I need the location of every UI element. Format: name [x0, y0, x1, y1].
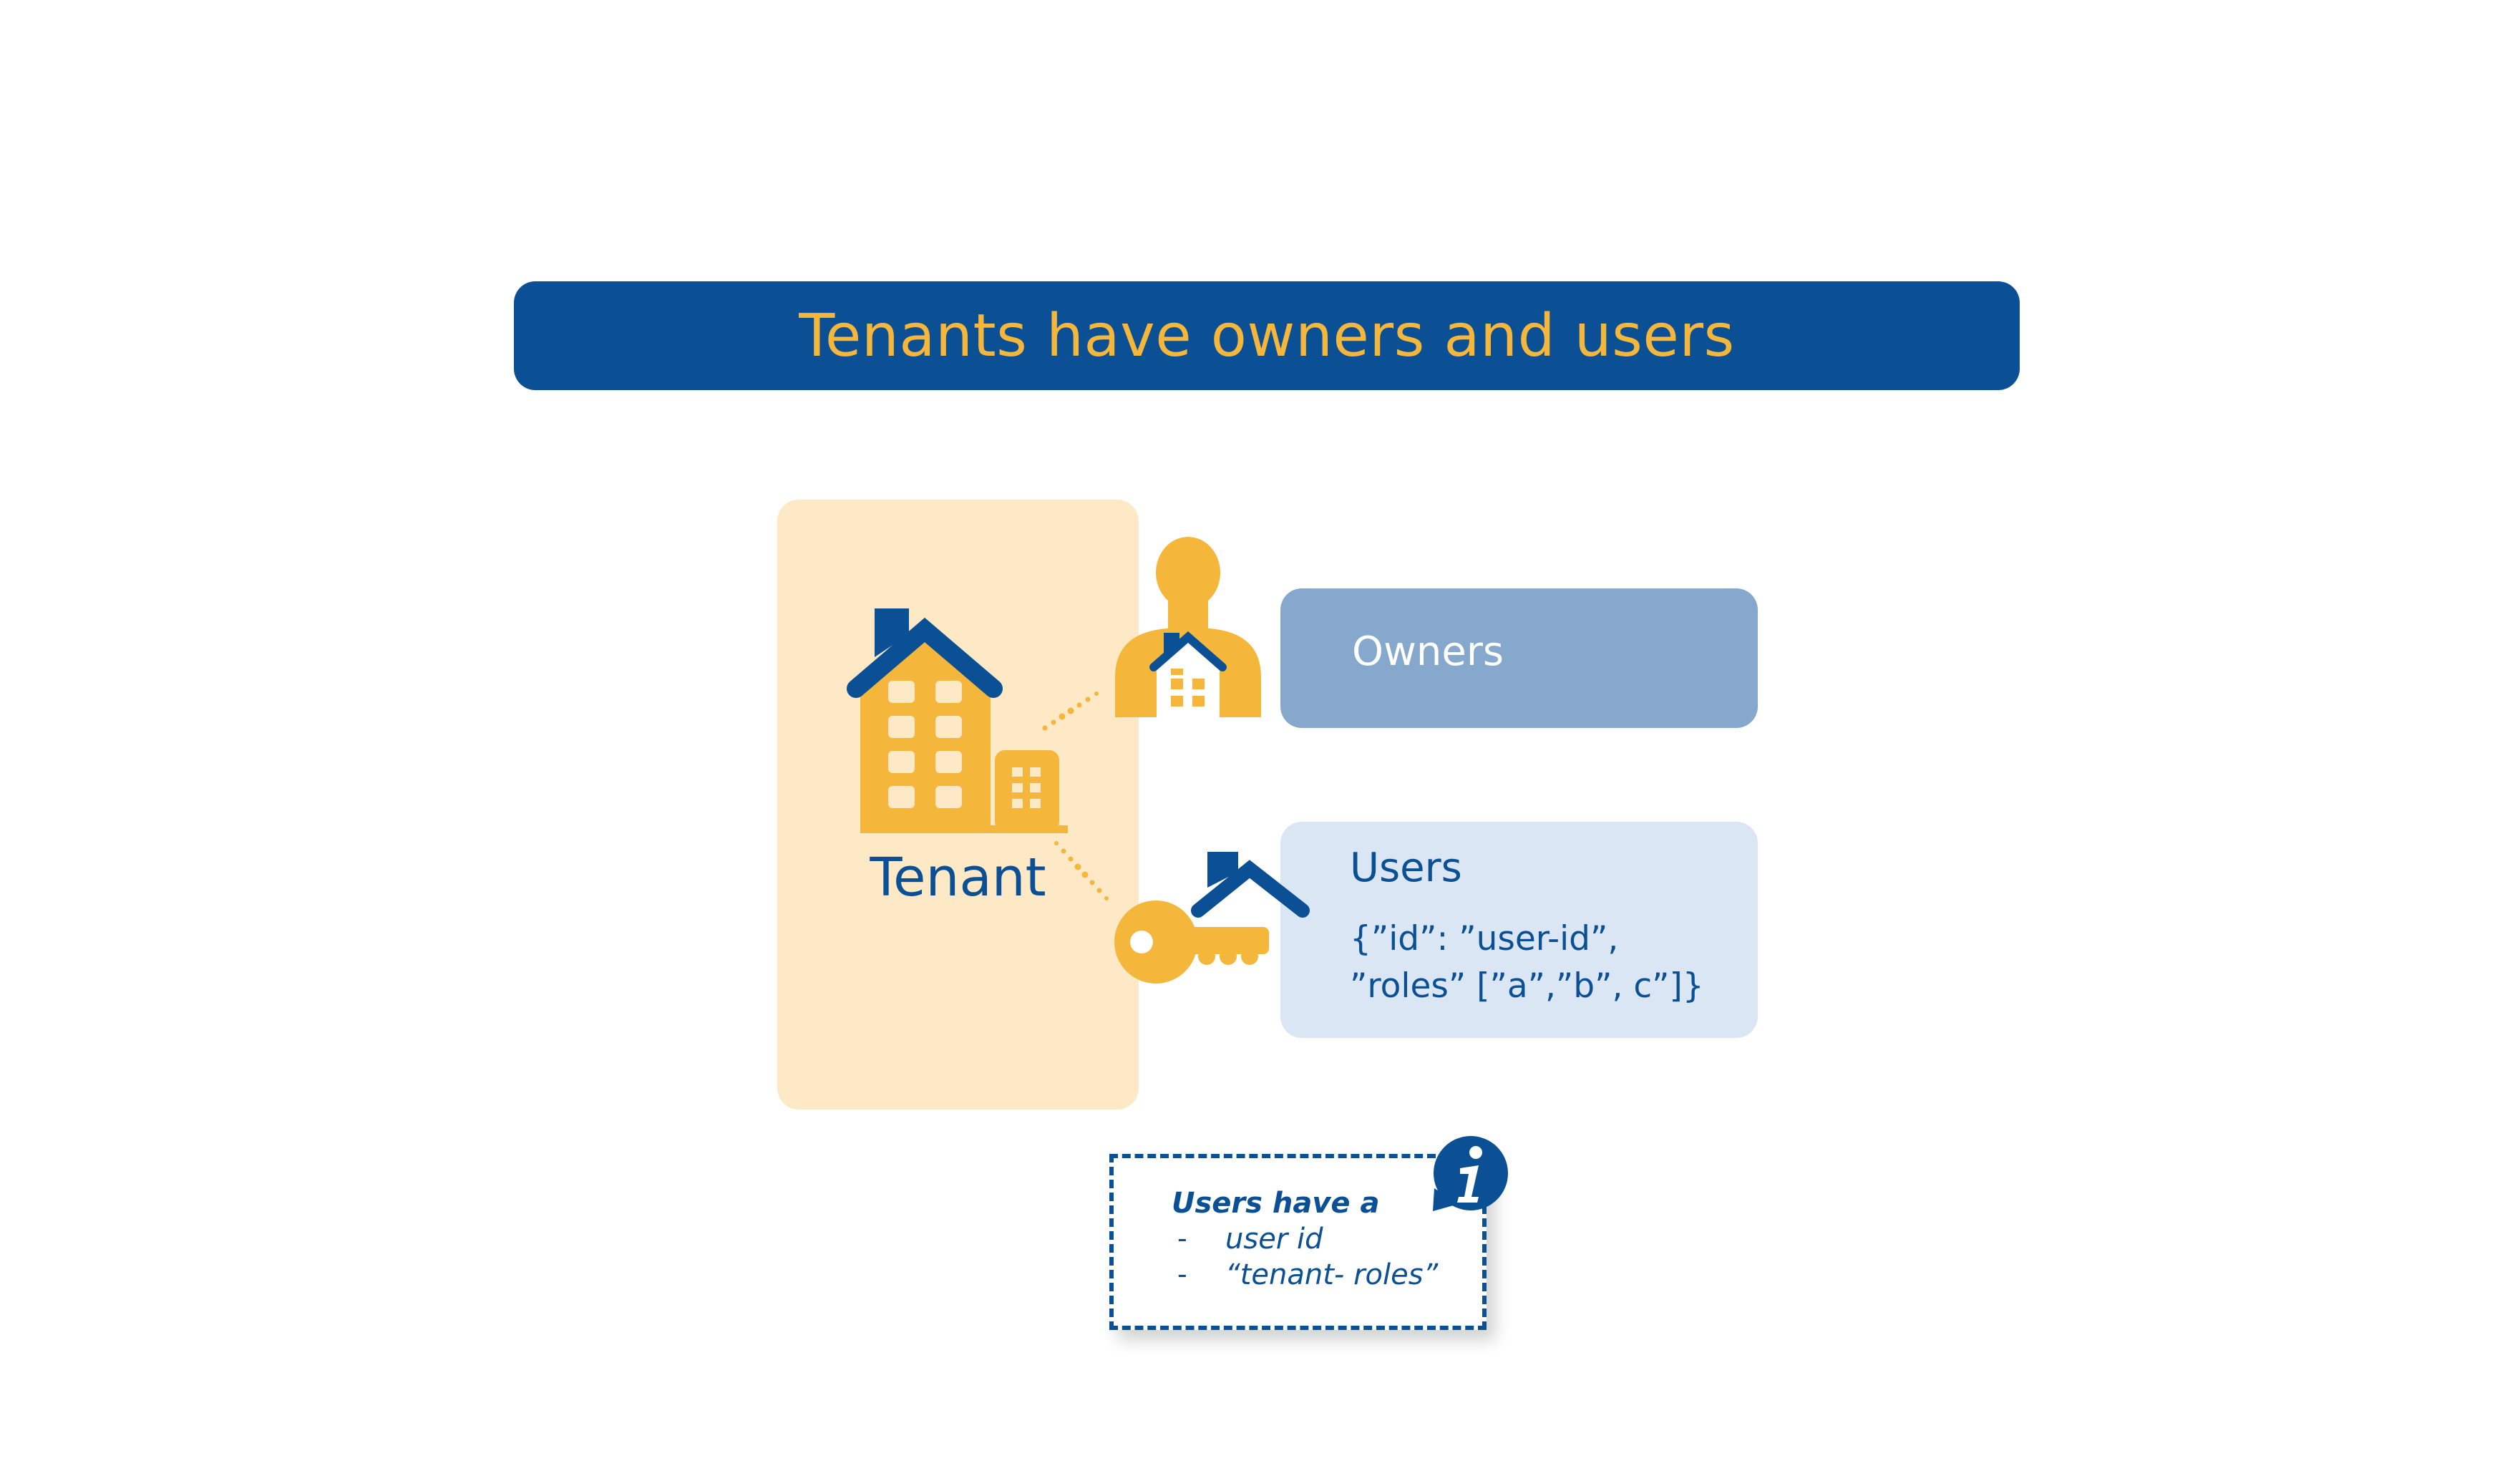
tenant-label: Tenant	[870, 847, 1046, 908]
users-json-example: {”id”: ”user-id”, ”roles” [”a”,”b”, c”]}	[1350, 916, 1704, 1010]
users-json-line-2: ”roles” [”a”,”b”, c”]}	[1350, 966, 1704, 1006]
users-json-line-1: {”id”: ”user-id”,	[1350, 919, 1619, 958]
owner-person-icon	[1115, 537, 1261, 717]
users-box	[1280, 822, 1758, 1038]
building-icon	[847, 608, 1068, 833]
title-banner: Tenants have owners and users	[514, 281, 2020, 390]
key-icon	[1114, 852, 1310, 984]
note-bullet-2: -	[1177, 1258, 1187, 1290]
info-icon	[1433, 1136, 1508, 1211]
users-label: Users	[1350, 845, 1462, 891]
connector-dots-owner	[1042, 691, 1099, 731]
note-title: Users have a	[1172, 1187, 1380, 1220]
owners-box	[1280, 588, 1758, 728]
note-item-tenant-roles: “tenant- roles”	[1225, 1258, 1439, 1291]
info-note-box	[1109, 1154, 1487, 1330]
diagram-title: Tenants have owners and users	[799, 301, 1735, 370]
connector-dots-user	[1054, 841, 1109, 900]
note-item-user-id: user id	[1225, 1223, 1323, 1256]
note-bullet-1: -	[1177, 1223, 1187, 1254]
owners-label: Owners	[1352, 628, 1504, 675]
